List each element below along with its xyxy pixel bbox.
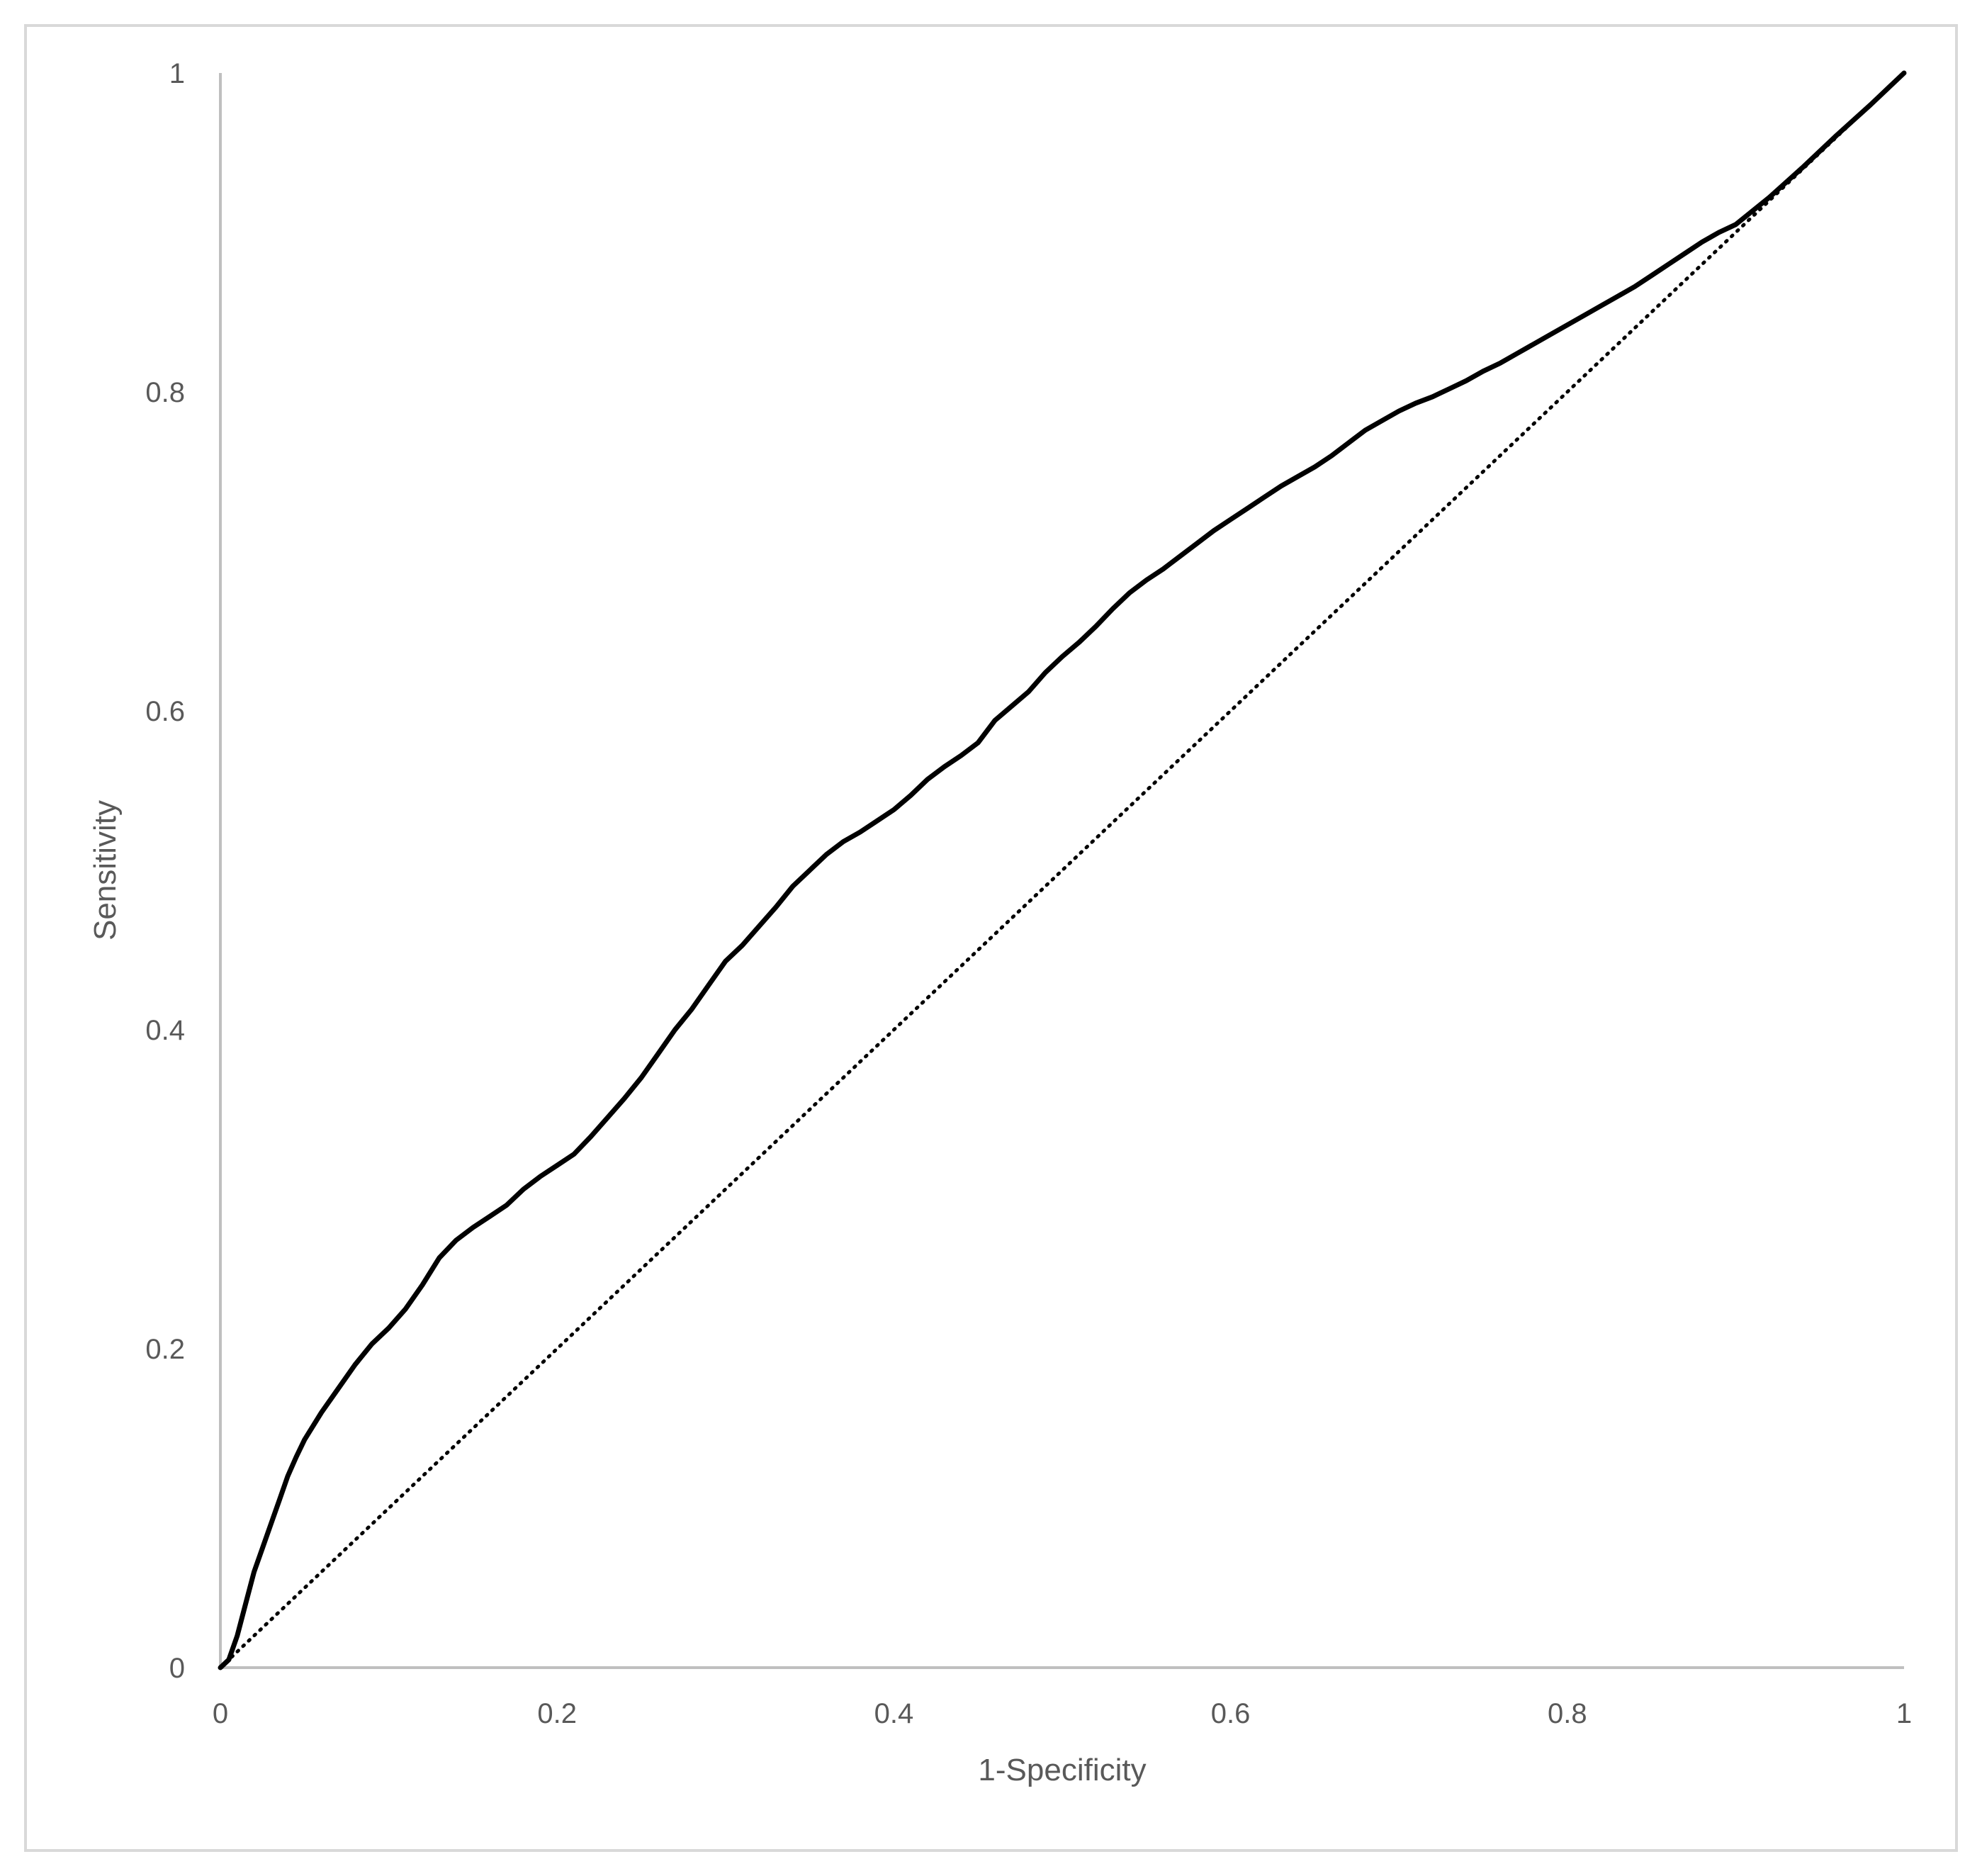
y-tick-label: 0.8 (145, 377, 185, 408)
y-tick-label: 1 (169, 58, 185, 89)
x-tick-label: 0 (213, 1698, 228, 1729)
y-tick-label: 0 (169, 1653, 185, 1684)
y-axis-title: Sensitivity (88, 800, 123, 940)
y-tick-label: 0.4 (145, 1015, 185, 1046)
y-tick-label: 0.6 (145, 696, 185, 727)
x-tick-label: 1 (1896, 1698, 1912, 1729)
reference-diagonal-line (218, 71, 1906, 1670)
x-tick-label: 0.4 (874, 1698, 914, 1729)
x-axis-title: 1-Specificity (978, 1753, 1146, 1787)
x-tick-label: 0.6 (1211, 1698, 1251, 1729)
roc-curve-line (218, 70, 1907, 1670)
x-tick-label: 0.2 (537, 1698, 577, 1729)
x-tick-label: 0.8 (1548, 1698, 1587, 1729)
y-tick-label: 0.2 (145, 1334, 185, 1365)
